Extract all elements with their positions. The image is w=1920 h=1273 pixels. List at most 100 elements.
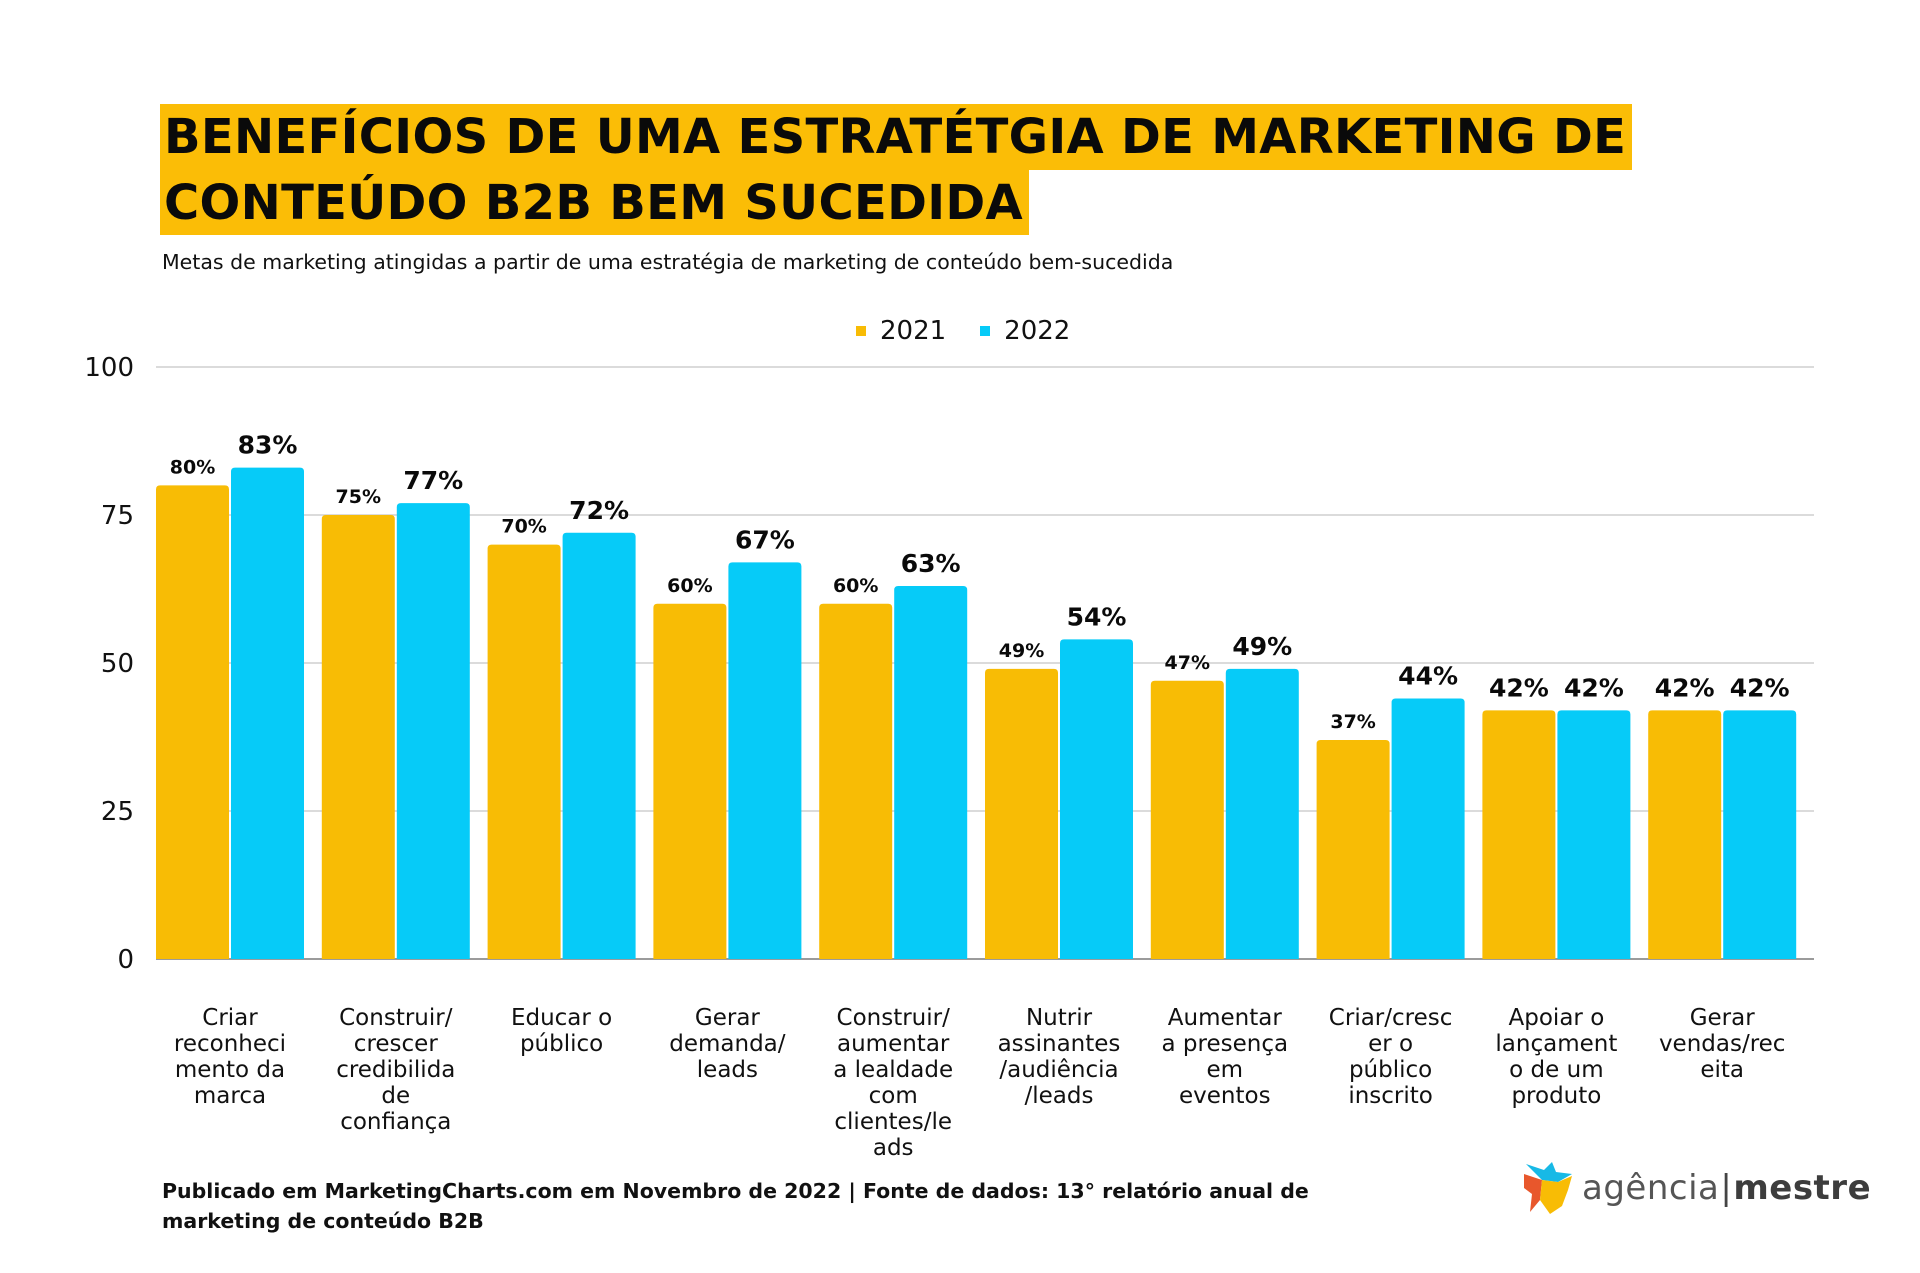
x-tick-label-line: marca <box>194 1083 266 1109</box>
bar-2022-6 <box>1225 668 1299 959</box>
x-tick-label-line: Apoiar o <box>1509 1005 1605 1031</box>
x-tick-label-line: a presença <box>1162 1031 1289 1057</box>
bar-2022-7 <box>1391 698 1465 959</box>
x-tick-label-3: Gerar demanda/leads <box>669 1005 786 1083</box>
x-tick-label-5: Nutrir assinantes/audiência/leads <box>998 1005 1121 1109</box>
y-tick-label-0: 0 <box>117 945 134 975</box>
legend-label-2022: 2022 <box>1004 316 1071 346</box>
data-label-2022-6: 49% <box>1232 632 1292 661</box>
x-tick-label-line: assinantes <box>998 1031 1121 1057</box>
data-label-2021-1: 75% <box>336 486 381 508</box>
data-label-2021-7: 37% <box>1330 711 1375 733</box>
data-label-2021-9: 42% <box>1655 673 1715 702</box>
x-tick-label-7: Criar/cresc er o público inscrito <box>1329 1005 1453 1109</box>
x-tick-label-line: vendas/rec <box>1659 1031 1786 1057</box>
bar-2022-9 <box>1723 710 1797 959</box>
x-tick-label-line: público <box>1349 1057 1432 1083</box>
legend-item-2022: 2022 <box>980 316 1070 346</box>
x-tick-label-line: eita <box>1700 1057 1744 1083</box>
bar-2022-4 <box>894 586 968 959</box>
x-tick-label-line: demanda/ <box>669 1031 786 1057</box>
chart-subtitle: Metas de marketing atingidas a partir de… <box>162 250 1174 274</box>
legend-item-2021: 2021 <box>856 316 946 346</box>
logo-text: agência|mestre <box>1582 1168 1871 1208</box>
chart-title-line-1: BENEFÍCIOS DE UMA ESTRATÉTGIA DE MARKETI… <box>160 104 1633 170</box>
bar-2021-3 <box>653 603 727 959</box>
y-tick-label-75: 75 <box>101 501 134 531</box>
source-footer: Publicado em MarketingCharts.com em Nove… <box>162 1176 1462 1236</box>
bar-2022-5 <box>1060 639 1133 959</box>
x-tick-label-line: produto <box>1511 1083 1601 1109</box>
x-tick-label-line: Criar <box>202 1005 258 1031</box>
data-label-2021-2: 70% <box>501 516 546 538</box>
x-tick-label-line: ads <box>873 1135 914 1161</box>
y-tick-label-100: 100 <box>84 353 134 383</box>
bar-2022-1 <box>396 503 470 959</box>
data-label-2022-8: 42% <box>1564 673 1624 702</box>
x-tick-label-line: Gerar <box>1690 1005 1756 1031</box>
x-tick-label-0: Criar reconheci mento da marca <box>174 1005 286 1109</box>
x-tick-label-line: Aumentar <box>1168 1005 1283 1031</box>
bar-2022-2 <box>562 532 636 959</box>
bar-2022-0 <box>231 467 304 959</box>
x-tick-label-line: o de um <box>1509 1057 1603 1083</box>
x-tick-label-line: /audiência <box>999 1057 1118 1083</box>
x-tick-label-line: Nutrir <box>1026 1005 1093 1031</box>
bar-2021-2 <box>487 544 561 959</box>
bar-2021-9 <box>1648 710 1722 959</box>
bar-2022-3 <box>728 562 802 959</box>
source-line-2: marketing de conteúdo B2B <box>162 1209 484 1233</box>
logo-text-light: agência <box>1582 1168 1720 1208</box>
data-label-2021-4: 60% <box>833 575 878 597</box>
legend-swatch-2021 <box>856 326 866 336</box>
x-tick-label-line: Criar/cresc <box>1329 1005 1453 1031</box>
x-tick-label-9: Gerar vendas/rec eita <box>1659 1005 1786 1083</box>
x-tick-label-line: de <box>381 1083 410 1109</box>
x-tick-label-line: credibilida <box>336 1057 455 1083</box>
x-tick-label-line: Educar o <box>511 1005 612 1031</box>
bar-2021-0 <box>156 485 229 959</box>
chart-title-line-2: CONTEÚDO B2B BEM SUCEDIDA <box>160 170 1029 235</box>
chart-legend: 2021 2022 <box>856 316 1104 346</box>
x-tick-label-line: reconheci <box>174 1031 286 1057</box>
x-tick-label-line: leads <box>697 1057 758 1083</box>
bar-2021-7 <box>1316 739 1390 959</box>
x-tick-label-line: Construir/ <box>837 1005 951 1031</box>
logo-separator: | <box>1720 1168 1733 1208</box>
x-tick-label-line: em <box>1207 1057 1244 1083</box>
bar-2021-8 <box>1482 710 1556 959</box>
bars <box>156 467 1797 959</box>
y-tick-label-25: 25 <box>101 797 134 827</box>
data-label-2022-4: 63% <box>901 549 961 578</box>
data-label-2021-3: 60% <box>667 575 712 597</box>
x-tick-label-8: Apoiar o lançament o de um produto <box>1495 1005 1617 1109</box>
x-tick-label-6: Aumentar a presença em eventos <box>1162 1005 1289 1109</box>
x-axis-labels: Criar reconheci mento da marca Construir/cre… <box>174 1005 1786 1161</box>
data-label-2022-1: 77% <box>403 466 463 495</box>
bar-2021-4 <box>819 603 893 959</box>
bar-2021-1 <box>321 515 395 959</box>
data-label-2021-8: 42% <box>1489 673 1549 702</box>
x-tick-label-1: Construir/crescer credibilida de confiança <box>336 1005 455 1135</box>
source-line-1: Publicado em MarketingCharts.com em Nove… <box>162 1179 1309 1203</box>
legend-label-2021: 2021 <box>880 316 947 346</box>
x-tick-label-line: confiança <box>340 1109 451 1135</box>
x-tick-label-line: er o <box>1368 1031 1413 1057</box>
data-label-2022-0: 83% <box>238 431 298 460</box>
x-tick-label-line: Gerar <box>695 1005 761 1031</box>
logo-text-bold: mestre <box>1733 1168 1872 1208</box>
x-tick-label-line: eventos <box>1179 1083 1271 1109</box>
data-labels: 80% 83% 75% 77% 70% 72% 60% 67% 60% 63% 49% 54% 47% 4… <box>170 431 1790 733</box>
data-label-2022-9: 42% <box>1730 673 1790 702</box>
y-tick-label-50: 50 <box>101 649 134 679</box>
data-label-2021-6: 47% <box>1165 652 1210 674</box>
x-tick-label-line: lançament <box>1495 1031 1617 1057</box>
x-tick-label-line: com <box>869 1083 918 1109</box>
bar-2021-6 <box>1150 680 1224 959</box>
x-tick-label-line: aumentar <box>837 1031 950 1057</box>
data-label-2022-7: 44% <box>1398 662 1458 691</box>
y-axis-ticks: 0 25 50 75 100 <box>84 353 134 975</box>
legend-swatch-2022 <box>980 326 991 336</box>
x-tick-label-2: Educar o público <box>511 1005 612 1057</box>
